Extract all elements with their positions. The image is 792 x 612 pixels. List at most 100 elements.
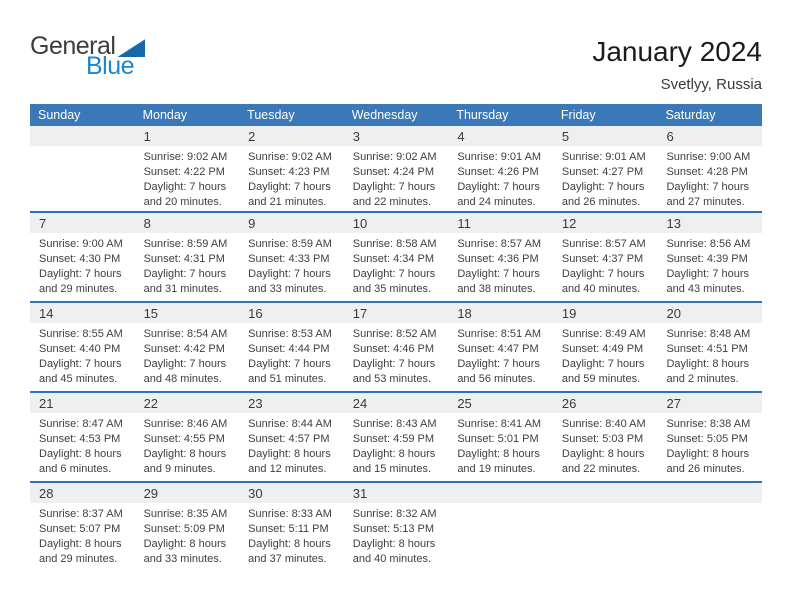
sunset-text: Sunset: 4:55 PM <box>143 433 225 445</box>
sunset-text: Sunset: 4:28 PM <box>666 166 748 178</box>
day-number-21: 21 <box>39 395 54 411</box>
day-details-19: Sunrise: 8:49 AM Sunset: 4:49 PM Daylight:… <box>553 323 658 391</box>
day-number-band: 28 29 30 31 <box>30 483 762 503</box>
sunset-text: Sunset: 4:46 PM <box>352 343 435 355</box>
sunrise-text: Sunrise: 8:41 AM <box>457 418 542 430</box>
sunrise-text: Sunrise: 9:01 AM <box>457 151 542 163</box>
day-details-6: Sunrise: 9:00 AM Sunset: 4:28 PM Daylight:… <box>657 146 762 211</box>
sunrise-text: Sunrise: 8:38 AM <box>666 418 751 430</box>
daylight-text: Daylight: 8 hours and 40 minutes. <box>352 538 436 565</box>
sunset-text: Sunset: 5:13 PM <box>352 523 435 535</box>
daylight-text: Daylight: 8 hours and 37 minutes. <box>248 538 331 565</box>
empty-day-cell <box>448 483 553 503</box>
day-number-1: 1 <box>143 128 151 144</box>
daylight-text: Daylight: 7 hours and 40 minutes. <box>561 268 645 295</box>
daylight-text: Daylight: 8 hours and 22 minutes. <box>561 448 645 475</box>
week-row-1: 1 2 3 4 5 6 Sunrise: 9:02 AM Sunset: 4:22 PM Day… <box>30 126 762 211</box>
daylight-text: Daylight: 7 hours and 20 minutes. <box>143 181 227 208</box>
sunset-text: Sunset: 5:01 PM <box>457 433 539 445</box>
sunrise-text: Sunrise: 8:59 AM <box>248 238 332 250</box>
sunrise-text: Sunrise: 9:01 AM <box>561 151 646 163</box>
sunset-text: Sunset: 5:07 PM <box>39 523 121 535</box>
day-number-6: 6 <box>666 128 674 144</box>
page-title: January 2024 <box>592 36 762 67</box>
day-number-28: 28 <box>39 485 54 501</box>
day-number-14: 14 <box>39 305 54 321</box>
empty-day-cell <box>30 146 135 211</box>
day-details-band: Sunrise: 9:00 AM Sunset: 4:30 PM Daylight:… <box>30 233 762 301</box>
sunrise-text: Sunrise: 9:02 AM <box>352 151 437 163</box>
week-row-5: 28 29 30 31 Sunrise: 8:37 AM Sunset: 5:07 PM D… <box>30 481 762 571</box>
sunrise-text: Sunrise: 8:54 AM <box>143 328 228 340</box>
day-details-27: Sunrise: 8:38 AM Sunset: 5:05 PM Daylight:… <box>657 413 762 481</box>
empty-day-cell <box>448 503 553 571</box>
sunrise-text: Sunrise: 8:56 AM <box>666 238 751 250</box>
day-number-23: 23 <box>248 395 263 411</box>
sunrise-text: Sunrise: 8:44 AM <box>248 418 332 430</box>
sunrise-text: Sunrise: 8:51 AM <box>457 328 542 340</box>
day-details-band: Sunrise: 8:37 AM Sunset: 5:07 PM Daylight:… <box>30 503 762 571</box>
daylight-text: Daylight: 7 hours and 29 minutes. <box>39 268 122 295</box>
week-row-2: 7 8 9 10 11 12 13 Sunrise: 9:00 AM Sunset: 4:30 … <box>30 211 762 301</box>
day-number-16: 16 <box>248 305 263 321</box>
day-details-28: Sunrise: 8:37 AM Sunset: 5:07 PM Daylight:… <box>30 503 135 571</box>
sunrise-text: Sunrise: 8:58 AM <box>352 238 437 250</box>
sunset-text: Sunset: 4:22 PM <box>143 166 225 178</box>
day-of-week-header-row: Sunday Monday Tuesday Wednesday Thursday Frid… <box>30 104 762 126</box>
sunset-text: Sunset: 4:33 PM <box>248 253 330 265</box>
sunset-text: Sunset: 4:30 PM <box>39 253 121 265</box>
sunrise-text: Sunrise: 8:32 AM <box>352 508 437 520</box>
daylight-text: Daylight: 8 hours and 33 minutes. <box>143 538 227 565</box>
daylight-text: Daylight: 7 hours and 45 minutes. <box>39 358 122 385</box>
day-details-26: Sunrise: 8:40 AM Sunset: 5:03 PM Daylight:… <box>553 413 658 481</box>
daylight-text: Daylight: 7 hours and 33 minutes. <box>248 268 331 295</box>
daylight-text: Daylight: 8 hours and 15 minutes. <box>352 448 436 475</box>
day-header-monday: Monday <box>142 108 188 122</box>
day-header-sunday: Sunday <box>38 108 81 122</box>
day-details-band: Sunrise: 8:47 AM Sunset: 4:53 PM Daylight:… <box>30 413 762 481</box>
day-number-15: 15 <box>143 305 159 321</box>
sunrise-text: Sunrise: 8:48 AM <box>666 328 751 340</box>
day-number-20: 20 <box>666 305 681 321</box>
day-details-3: Sunrise: 9:02 AM Sunset: 4:24 PM Daylight:… <box>344 146 449 211</box>
day-details-22: Sunrise: 8:46 AM Sunset: 4:55 PM Daylight:… <box>135 413 240 481</box>
sunset-text: Sunset: 4:57 PM <box>248 433 330 445</box>
sunset-text: Sunset: 4:26 PM <box>457 166 539 178</box>
day-number-10: 10 <box>352 215 368 231</box>
day-number-2: 2 <box>248 128 256 144</box>
day-header-tuesday: Tuesday <box>247 108 295 122</box>
day-number-9: 9 <box>248 215 256 231</box>
daylight-text: Daylight: 7 hours and 24 minutes. <box>457 181 540 208</box>
day-details-7: Sunrise: 9:00 AM Sunset: 4:30 PM Daylight:… <box>30 233 135 301</box>
sunrise-text: Sunrise: 8:49 AM <box>561 328 646 340</box>
sunrise-text: Sunrise: 8:53 AM <box>248 328 332 340</box>
day-number-13: 13 <box>666 215 681 231</box>
day-number-31: 31 <box>352 485 368 501</box>
daylight-text: Daylight: 8 hours and 26 minutes. <box>666 448 750 475</box>
day-number-29: 29 <box>143 485 159 501</box>
sunset-text: Sunset: 4:51 PM <box>666 343 748 355</box>
day-number-18: 18 <box>457 305 472 321</box>
sunrise-text: Sunrise: 8:57 AM <box>457 238 542 250</box>
day-details-4: Sunrise: 9:01 AM Sunset: 4:26 PM Daylight:… <box>448 146 553 211</box>
daylight-text: Daylight: 8 hours and 29 minutes. <box>39 538 122 565</box>
daylight-text: Daylight: 7 hours and 31 minutes. <box>143 268 227 295</box>
sunset-text: Sunset: 4:44 PM <box>248 343 330 355</box>
day-details-29: Sunrise: 8:35 AM Sunset: 5:09 PM Daylight:… <box>135 503 240 571</box>
sunset-text: Sunset: 4:53 PM <box>39 433 121 445</box>
sunset-text: Sunset: 4:47 PM <box>457 343 539 355</box>
day-number-12: 12 <box>561 215 577 231</box>
day-details-23: Sunrise: 8:44 AM Sunset: 4:57 PM Daylight:… <box>239 413 344 481</box>
logo-text-blue: Blue <box>86 52 135 80</box>
day-details-8: Sunrise: 8:59 AM Sunset: 4:31 PM Daylight:… <box>135 233 240 301</box>
sunset-text: Sunset: 4:37 PM <box>561 253 644 265</box>
daylight-text: Daylight: 7 hours and 59 minutes. <box>561 358 645 385</box>
sunrise-text: Sunrise: 9:00 AM <box>39 238 123 250</box>
sunrise-text: Sunrise: 8:37 AM <box>39 508 123 520</box>
sunset-text: Sunset: 4:23 PM <box>248 166 330 178</box>
daylight-text: Daylight: 8 hours and 2 minutes. <box>666 358 750 385</box>
day-number-11: 11 <box>457 215 471 231</box>
sunrise-text: Sunrise: 9:00 AM <box>666 151 751 163</box>
sunset-text: Sunset: 4:39 PM <box>666 253 748 265</box>
